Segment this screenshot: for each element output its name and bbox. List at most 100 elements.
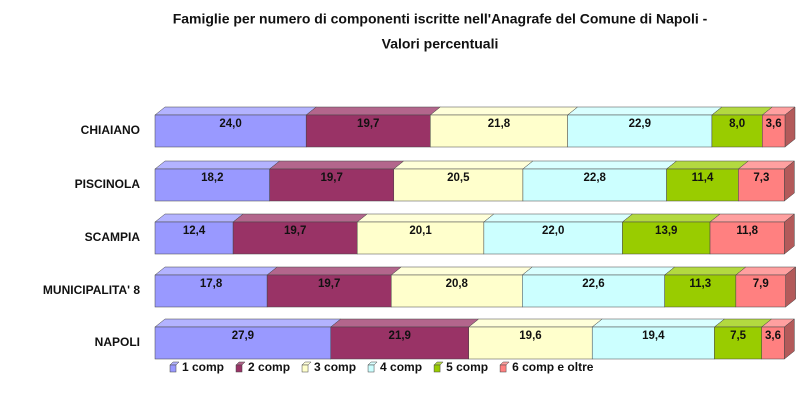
legend-swatch-top xyxy=(433,361,444,366)
bar-top xyxy=(522,160,678,170)
legend-swatch-top xyxy=(499,361,510,366)
value-label: 7,9 xyxy=(753,278,769,290)
bar-front xyxy=(711,114,763,148)
value-label: 20,5 xyxy=(447,172,470,184)
bar-front xyxy=(761,326,785,360)
bar-segment xyxy=(521,266,676,308)
value-label: 7,3 xyxy=(753,172,769,184)
bar-segment xyxy=(154,106,317,148)
value-label: 19,7 xyxy=(321,172,343,184)
value-label: 22,8 xyxy=(584,172,607,184)
bar-segment xyxy=(154,160,281,202)
bar-segment xyxy=(522,160,678,202)
bar-front xyxy=(762,114,786,148)
value-label: 3,6 xyxy=(766,118,782,130)
bar-segment xyxy=(760,318,796,360)
bar-segment xyxy=(665,160,750,202)
bar-front xyxy=(391,274,523,308)
value-label: 22,9 xyxy=(629,118,651,130)
bar-top xyxy=(232,213,368,223)
value-label: 19,7 xyxy=(284,225,306,237)
bar-top xyxy=(305,106,442,116)
value-label: 18,2 xyxy=(201,172,223,184)
value-label: 19,7 xyxy=(318,278,340,290)
bar-front xyxy=(735,274,786,308)
legend-swatch xyxy=(235,364,243,373)
bar-front xyxy=(738,168,785,202)
bar-top xyxy=(154,318,342,328)
bar-segment xyxy=(735,266,796,308)
bar-segment xyxy=(429,106,579,148)
bar-segment xyxy=(737,160,796,202)
bar-front xyxy=(714,326,762,360)
value-label: 20,8 xyxy=(446,278,469,290)
bar-segment xyxy=(483,213,634,255)
bar-segment xyxy=(154,318,342,360)
bar-top xyxy=(521,266,676,276)
legend-swatch-top xyxy=(235,361,246,366)
bar-front xyxy=(154,274,268,308)
bar-front xyxy=(154,326,332,360)
bar-segment xyxy=(268,160,405,202)
value-label: 19,4 xyxy=(642,330,665,342)
bar-front xyxy=(330,326,469,360)
bar-front xyxy=(666,168,739,202)
legend-swatch-top xyxy=(367,361,378,366)
bar-front xyxy=(269,168,395,202)
legend-label: 2 comp xyxy=(248,360,290,374)
bar-front xyxy=(154,221,234,255)
chart-title: Famiglie per numero di componenti iscrit… xyxy=(173,11,708,27)
value-label: 13,9 xyxy=(655,225,677,237)
bar-top xyxy=(735,266,796,276)
legend-swatch-top xyxy=(301,361,312,366)
bar-front xyxy=(305,114,431,148)
bar-segment xyxy=(566,106,723,148)
bar-segment xyxy=(663,266,747,308)
bar-segment xyxy=(621,213,721,255)
bar-top xyxy=(483,213,634,223)
bar-top xyxy=(709,213,796,223)
category-label: SCAMPIA xyxy=(85,230,141,244)
value-label: 22,0 xyxy=(542,225,564,237)
legend-swatch xyxy=(499,364,507,373)
bar-top xyxy=(268,160,405,170)
bar-top xyxy=(154,106,317,116)
bar-front xyxy=(709,221,785,255)
value-label: 21,8 xyxy=(488,118,511,130)
legend-swatch xyxy=(301,364,309,373)
bar-top xyxy=(154,266,278,276)
value-label: 17,8 xyxy=(200,278,223,290)
category-label: PISCINOLA xyxy=(75,177,141,191)
value-label: 8,0 xyxy=(729,118,745,130)
bar-front xyxy=(522,274,665,308)
bar-front xyxy=(622,221,711,255)
category-label: MUNICIPALITA' 8 xyxy=(43,283,140,297)
bar-top xyxy=(621,213,721,223)
bar-top xyxy=(429,106,579,116)
legend-label: 3 comp xyxy=(314,360,356,374)
value-label: 7,5 xyxy=(730,330,747,342)
bar-segment xyxy=(232,213,368,255)
value-label: 11,4 xyxy=(692,172,714,184)
bar-top xyxy=(154,160,281,170)
legend-label: 4 comp xyxy=(380,360,422,374)
bar-front xyxy=(154,168,270,202)
legend-label: 1 comp xyxy=(182,360,224,374)
value-label: 21,9 xyxy=(389,330,411,342)
bar-front xyxy=(483,221,623,255)
bar-top xyxy=(266,266,402,276)
bar-top xyxy=(591,318,726,328)
bar-segment xyxy=(761,106,796,148)
bar-front xyxy=(232,221,358,255)
bar-segment xyxy=(356,213,495,255)
bar-front xyxy=(567,114,713,148)
bar-top xyxy=(566,106,723,116)
value-label: 20,1 xyxy=(409,225,432,237)
value-label: 27,9 xyxy=(232,330,254,342)
bar-segment xyxy=(591,318,726,360)
bar-segment xyxy=(713,318,773,360)
bar-front xyxy=(393,168,524,202)
category-label: CHIAIANO xyxy=(81,123,140,137)
bar-top xyxy=(393,160,534,170)
